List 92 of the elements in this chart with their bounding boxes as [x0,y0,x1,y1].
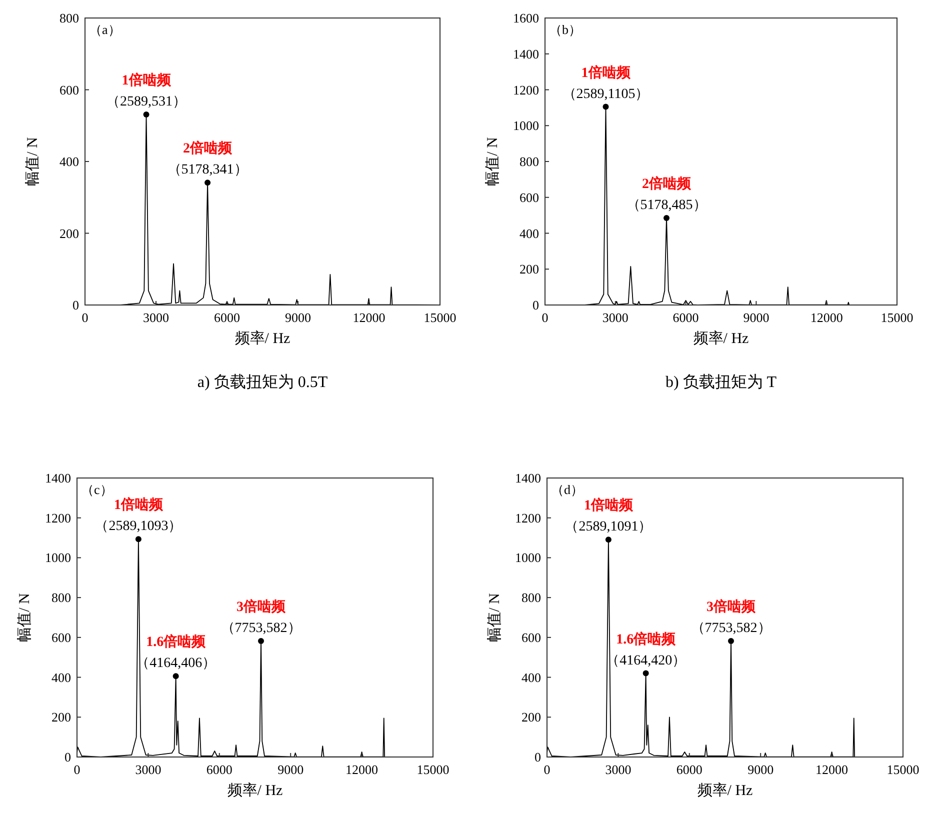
x-tick-label: 6000 [206,762,232,777]
y-tick-label: 1400 [45,470,71,486]
y-tick-label: 600 [52,630,71,645]
y-tick-label: 0 [64,750,71,764]
x-tick-label: 9000 [278,762,304,777]
x-tick-label: 3000 [605,762,632,777]
x-tick-label: 6000 [214,310,240,325]
text: b) 负载扭矩为 T [665,373,777,391]
y-tick-label: 0 [534,750,541,764]
annotation: 2倍啮频 [183,140,234,157]
annotation: （5178,485） [626,198,707,214]
chart-title: （d） [551,482,584,497]
x-tick-label: 0 [544,762,550,777]
chart-title: （c） [81,482,113,497]
annotation: 1倍啮频 [581,64,632,81]
x-axis-title: 频率/ Hz [227,782,284,799]
annotation: （4164,406） [136,656,216,672]
y-tick-label: 400 [522,670,541,685]
annotation: 1倍啮频 [122,72,172,89]
point [642,670,649,676]
x-axis-title: 频率/ Hz [697,782,754,799]
y-tick-label: 1000 [45,550,71,566]
y-tick-label: 600 [60,82,79,98]
y-tick-label: 1200 [513,82,539,98]
y-tick-label: 400 [60,154,79,169]
y-tick-label: 400 [52,670,71,685]
y-tick-label: 0 [72,298,79,312]
x-tick-label: 6000 [672,310,699,325]
x-tick-label: 15000 [416,762,450,777]
y-tick-label: 1400 [515,470,541,486]
annotation: 1倍啮频 [584,496,634,514]
x-tick-label: 15000 [424,310,456,325]
annotation: 1倍啮频 [114,496,164,514]
y-tick-label: 800 [52,590,71,606]
x-tick-label: 3000 [143,310,169,325]
point [172,673,179,680]
annotation: 3倍啮频 [706,598,757,616]
annotation: （7753,582） [690,621,772,636]
annotation: 3倍啮频 [236,598,287,616]
annotation: 1.6倍啮频 [146,633,207,650]
x-tick-label: 12000 [810,310,843,325]
x-tick-label: 9000 [748,762,774,777]
annotation: （2589,1093） [94,519,182,534]
y-tick-label: 1000 [515,550,541,566]
x-tick-label: 12000 [816,762,848,777]
annotation: （2589,1091） [564,520,652,535]
x-tick-label: 15000 [880,310,914,325]
y-tick-label: 1400 [513,46,539,62]
point [605,536,612,543]
x-axis-title: 频率/ Hz [234,330,291,347]
y-tick-label: 1000 [513,118,539,134]
annotation: 1.6倍啮频 [616,630,677,648]
x-tick-label: 12000 [352,310,386,325]
y-tick-label: 200 [60,226,79,241]
chart-title: （b） [549,22,582,37]
y-tick-label: 600 [522,630,541,645]
y-tick-label: 200 [522,710,541,725]
annotation: （7753,582） [220,621,302,636]
point [728,638,734,644]
x-tick-label: 15000 [886,762,920,777]
text: a) 负载扭矩为 0.5T [197,373,328,391]
annotation: 2倍啮频 [642,175,692,192]
x-tick-label: 9000 [285,310,311,325]
y-tick-label: 800 [60,10,79,26]
y-axis-title: 幅值/ N [24,136,41,186]
point [258,638,264,644]
x-tick-label: 12000 [346,762,378,777]
point [135,536,142,542]
y-axis-title: 幅值/ N [486,592,503,642]
y-tick-label: 1600 [513,10,539,26]
y-axis-title: 幅值/ N [16,592,33,642]
annotation: （5178,341） [167,162,248,178]
x-tick-label: 0 [82,310,88,325]
y-tick-label: 600 [520,190,539,205]
y-tick-label: 1200 [45,510,71,526]
y-tick-label: 800 [522,590,541,606]
x-tick-label: 6000 [676,762,702,777]
chart-title: （a） [89,22,121,37]
x-tick-label: 3000 [135,762,162,777]
annotation: （4164,420） [606,653,686,668]
x-axis-title: 频率/ Hz [693,330,750,347]
annotation: （2589,531） [106,94,187,110]
y-tick-label: 1200 [515,510,541,526]
annotation: （2589,1105） [562,86,650,102]
y-tick-label: 400 [520,226,539,241]
y-axis-title: 幅值/ N [484,136,501,186]
y-tick-label: 0 [532,298,539,312]
y-tick-label: 200 [520,262,539,277]
x-tick-label: 9000 [743,310,770,325]
y-tick-label: 800 [520,154,539,169]
x-tick-label: 3000 [602,310,628,325]
y-tick-label: 200 [52,710,71,725]
